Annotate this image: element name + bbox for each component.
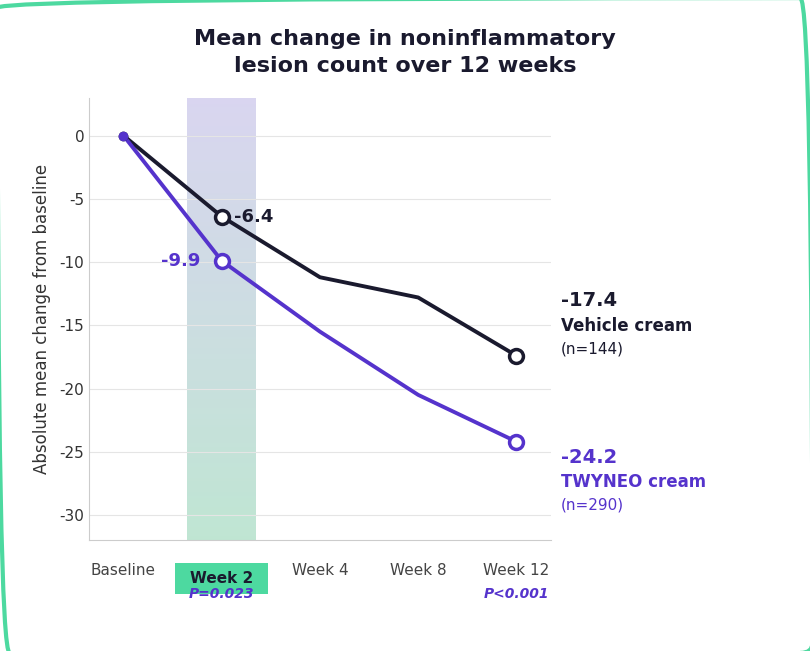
Text: -6.4: -6.4 — [234, 208, 274, 225]
Text: TWYNEO cream: TWYNEO cream — [561, 473, 706, 491]
Text: Vehicle cream: Vehicle cream — [561, 318, 692, 335]
Text: Week 2: Week 2 — [190, 571, 254, 587]
Text: (n=290): (n=290) — [561, 498, 624, 513]
Text: Week 12: Week 12 — [484, 563, 549, 578]
Text: -17.4: -17.4 — [561, 291, 616, 310]
Text: Week 4: Week 4 — [292, 563, 348, 578]
Text: Baseline: Baseline — [91, 563, 156, 578]
Text: -24.2: -24.2 — [561, 449, 616, 467]
Text: P<0.001: P<0.001 — [484, 587, 549, 602]
Text: Week 8: Week 8 — [390, 563, 446, 578]
Text: -9.9: -9.9 — [161, 252, 200, 270]
Text: Mean change in noninflammatory
lesion count over 12 weeks: Mean change in noninflammatory lesion co… — [194, 29, 616, 76]
Y-axis label: Absolute mean change from baseline: Absolute mean change from baseline — [33, 164, 51, 474]
Text: P=0.023: P=0.023 — [189, 587, 254, 602]
Text: (n=144): (n=144) — [561, 342, 624, 357]
FancyBboxPatch shape — [164, 559, 279, 598]
